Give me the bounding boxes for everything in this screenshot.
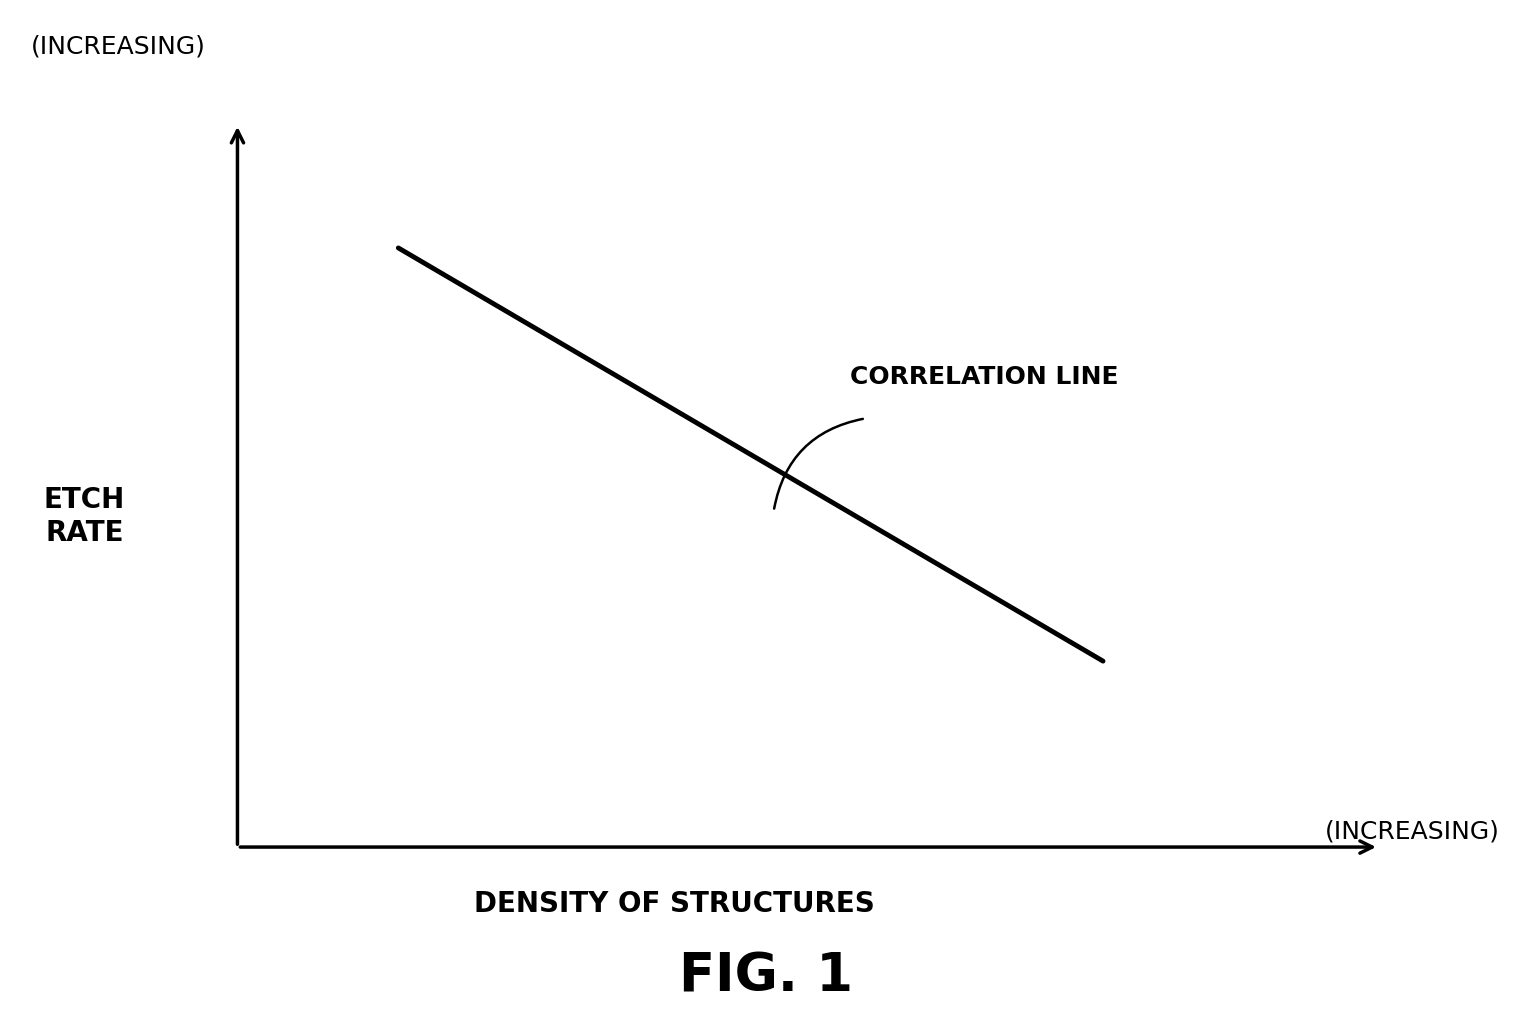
Text: (INCREASING): (INCREASING) bbox=[31, 34, 205, 59]
Text: ETCH
RATE: ETCH RATE bbox=[43, 487, 126, 546]
Text: FIG. 1: FIG. 1 bbox=[679, 950, 853, 1002]
Text: DENSITY OF STRUCTURES: DENSITY OF STRUCTURES bbox=[473, 889, 875, 918]
Text: (INCREASING): (INCREASING) bbox=[1325, 819, 1500, 844]
Text: CORRELATION LINE: CORRELATION LINE bbox=[850, 365, 1118, 389]
